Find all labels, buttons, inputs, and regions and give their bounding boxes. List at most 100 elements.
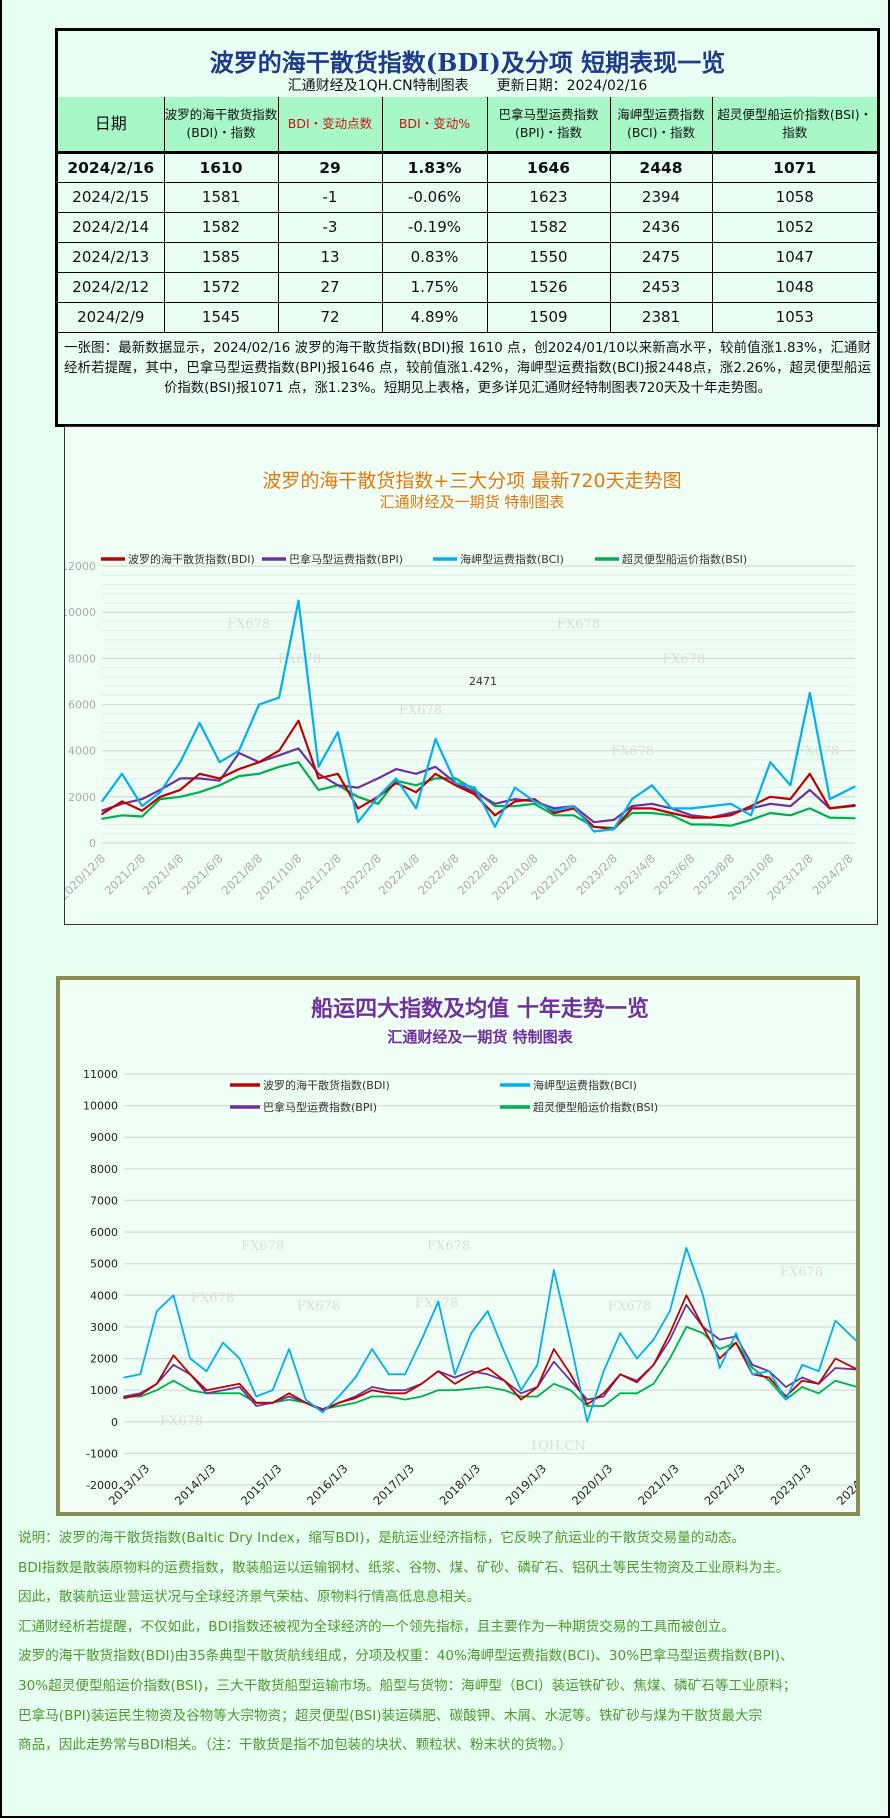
data-point — [404, 1373, 406, 1376]
data-point — [808, 807, 811, 810]
table-cell: 29 — [278, 150, 383, 182]
data-point — [156, 1389, 158, 1391]
y-tick-label: 0 — [111, 1416, 118, 1429]
data-point — [139, 1394, 142, 1396]
table-cell: 2024/2/14 — [58, 211, 165, 242]
data-point — [690, 814, 693, 817]
data-point — [304, 1398, 307, 1401]
data-point — [533, 798, 536, 800]
data-point — [593, 830, 595, 833]
data-point — [553, 814, 556, 817]
data-point — [238, 1386, 241, 1388]
data-point — [651, 807, 653, 810]
col-bdi-change-pct: BDI・变动% — [382, 97, 488, 152]
data-point — [387, 1373, 390, 1376]
y-tick-label: 0 — [89, 837, 96, 850]
data-point — [297, 719, 300, 722]
data-point — [503, 1379, 506, 1382]
data-point — [613, 828, 615, 830]
data-point — [338, 1395, 340, 1398]
data-point — [553, 1360, 555, 1363]
table-cell: 2024/2/12 — [58, 271, 165, 302]
data-point — [205, 1392, 208, 1395]
data-point — [808, 692, 811, 694]
table-row: 2024/2/13 1585 13 0.83% 1550 2475 1047 — [58, 241, 877, 272]
series-line-bdi — [101, 719, 856, 831]
y-tick-label: 11000 — [83, 1068, 118, 1081]
data-point — [769, 802, 772, 805]
data-point — [636, 1392, 638, 1395]
data-point — [395, 777, 397, 780]
watermark: 1QH.CN — [530, 1439, 586, 1454]
data-point — [354, 1402, 357, 1404]
data-point — [768, 1379, 771, 1382]
data-point — [278, 696, 280, 699]
chart-ten-year: 船运四大指数及均值 十年走势一览 汇通财经及一期货 特制图表 -2000 -1000 0… — [56, 976, 860, 1516]
data-point — [586, 1403, 589, 1406]
data-point — [652, 1383, 655, 1385]
data-point — [288, 1392, 290, 1395]
data-point — [255, 1395, 258, 1398]
watermark: FX678 — [557, 617, 600, 632]
data-point — [718, 1338, 721, 1341]
legend-label: 海岬型运费指数(BCI) — [460, 552, 564, 566]
data-point — [172, 1354, 175, 1357]
data-point — [189, 1389, 191, 1391]
watermark: FX678 — [191, 1291, 234, 1306]
data-point — [121, 814, 123, 817]
data-point — [377, 796, 379, 798]
table-cell: 1047 — [712, 241, 877, 272]
table-title: 波罗的海干散货指数(BDI)及分项 短期表现一览 — [209, 48, 726, 77]
watermark: FX678 — [427, 1239, 470, 1254]
data-point — [420, 1338, 423, 1341]
data-point — [520, 1395, 522, 1398]
data-point — [420, 1395, 423, 1398]
data-point — [321, 1411, 324, 1414]
data-point — [317, 777, 320, 780]
data-point — [553, 812, 556, 814]
data-point — [514, 786, 516, 789]
data-point — [514, 805, 516, 807]
col-date: 日期 — [58, 97, 165, 152]
table-description: 一张图：最新数据显示，2024/02/16 波罗的海干散货指数(BDI)报 16… — [64, 341, 871, 396]
data-point — [854, 785, 856, 788]
data-point — [685, 1326, 688, 1328]
data-point — [474, 793, 476, 796]
note-line: 巴拿马(BPI)装运民生物资及谷物等大宗物资；超灵便型(BSI)装运磷肥、碳酸钾… — [18, 1707, 763, 1724]
table-row: 2024/2/12 1572 27 1.75% 1526 2453 1048 — [58, 271, 877, 302]
data-point — [690, 807, 693, 810]
chart-720-day: 波罗的海干散货指数+三大分项 最新720天走势图 汇通财经及一期货 特制图表 0 20… — [64, 426, 878, 925]
data-point — [486, 1386, 489, 1388]
table-row: 2024/2/14 1582 -3 -0.19% 1582 2436 1052 — [58, 211, 877, 242]
data-point — [768, 1376, 771, 1379]
data-point — [785, 1386, 787, 1388]
data-point — [828, 807, 831, 810]
data-point — [278, 749, 280, 752]
y-tick-label: -1000 — [86, 1447, 118, 1460]
data-point — [718, 1357, 721, 1360]
watermark: FX678 — [278, 652, 321, 667]
col-bpi: 巴拿马型运费指数(BPI)・指数 — [487, 97, 611, 152]
table-cell: -0.19% — [382, 211, 488, 242]
data-point — [553, 1348, 555, 1350]
y-tick-label: 5000 — [90, 1258, 118, 1271]
watermark: FX678 — [780, 1265, 823, 1280]
note-line: 波罗的海干散货指数(BDI)由35条典型干散货航线组成，分项及权重：40%海岬型… — [18, 1648, 794, 1665]
data-point — [474, 786, 476, 789]
table-cell: 2024/2/16 — [58, 150, 165, 182]
data-point — [395, 782, 397, 784]
watermark: FX678 — [608, 1299, 651, 1314]
data-point — [533, 802, 536, 805]
table-cell: 2475 — [610, 241, 713, 272]
data-point — [669, 1357, 671, 1360]
data-point — [651, 784, 653, 787]
data-point — [404, 1389, 406, 1391]
data-point — [357, 821, 359, 824]
data-point — [371, 1386, 373, 1388]
data-point — [415, 784, 417, 787]
chart-title: 船运四大指数及均值 十年走势一览 — [311, 996, 649, 1022]
y-tick-label: 10000 — [83, 1100, 118, 1113]
data-point — [218, 777, 221, 780]
y-tick-label: 4000 — [68, 745, 96, 758]
data-point — [785, 1398, 787, 1401]
